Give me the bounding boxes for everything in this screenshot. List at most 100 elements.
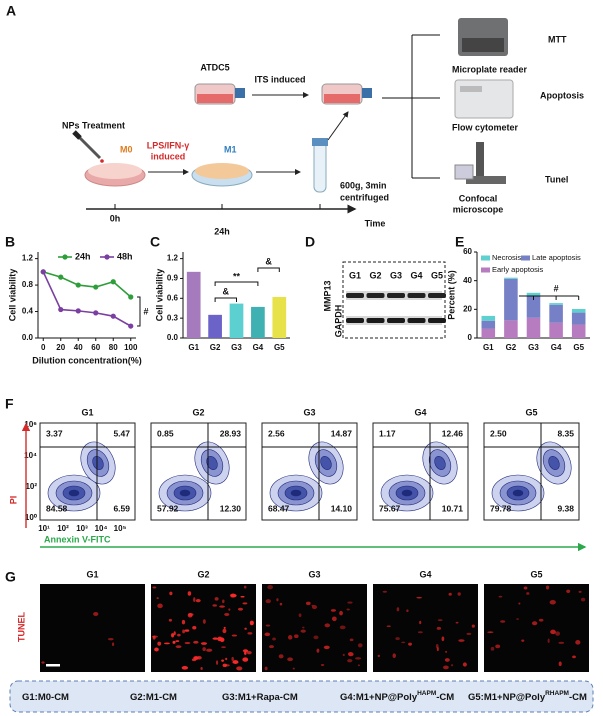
legend-swatch <box>481 255 490 261</box>
cell-stain <box>237 607 244 611</box>
cell-stain <box>558 641 565 644</box>
cell-stain <box>107 637 114 641</box>
group-label: G2 <box>192 407 204 417</box>
cell-stain <box>181 619 186 625</box>
cell-stain <box>265 599 271 604</box>
legend-text: G5:M1+NP@Poly <box>468 692 546 703</box>
microscope <box>476 142 484 182</box>
instrument-label: Confocal <box>459 193 498 203</box>
cell-stain <box>395 637 400 641</box>
x-tick-label: 20 <box>56 343 65 352</box>
lane-label: G2 <box>369 270 381 280</box>
cell-stain <box>437 619 443 622</box>
cell-stain <box>339 625 346 630</box>
y-axis-label: Percent (%) <box>446 270 456 320</box>
x-tick-label: G3 <box>528 343 539 352</box>
cell-stain <box>349 638 354 642</box>
cell-stain <box>240 595 245 598</box>
cell-stain <box>419 620 422 625</box>
x-tick-label: 10⁵ <box>114 524 127 533</box>
contour <box>92 456 104 470</box>
point <box>58 306 64 313</box>
micrograph <box>262 584 367 672</box>
dropper-bulb <box>72 130 82 140</box>
legend-swatch <box>521 255 530 261</box>
legend-entry: G2:M1-CM <box>130 692 177 703</box>
y-tick-label: 10⁶ <box>24 420 37 429</box>
quadrant-value: 6.59 <box>113 503 130 513</box>
legend-text: -CM <box>436 692 454 703</box>
bar-segment <box>549 304 563 323</box>
cell-stain <box>222 628 227 634</box>
series-line <box>43 271 132 298</box>
x-tick-label: 10⁴ <box>95 524 108 533</box>
instrument-label: Microplate reader <box>452 64 528 74</box>
quadrant-value: 8.35 <box>557 428 574 438</box>
flow-cytometer <box>454 79 514 119</box>
cell-stain <box>193 656 199 660</box>
cell-stain <box>408 642 412 646</box>
lane-label: G4 <box>410 270 422 280</box>
cell-stain <box>212 637 219 640</box>
cell-stain <box>202 647 206 652</box>
cell-stain <box>222 663 227 668</box>
instrument-part <box>460 86 482 92</box>
cell-stain <box>435 643 439 649</box>
legend-marker <box>62 254 68 260</box>
cell-stain <box>171 633 175 638</box>
legend-label: 24h <box>75 251 91 261</box>
x-tick-label: G5 <box>274 343 285 352</box>
cell-stain <box>518 602 521 605</box>
cell-stain <box>41 661 45 664</box>
cell-stain <box>200 667 203 670</box>
cell-stain <box>184 629 190 632</box>
cell-stain <box>331 616 337 622</box>
cell-stain <box>187 591 192 596</box>
cell-stain <box>177 633 181 637</box>
cell-stain <box>550 629 556 635</box>
time-label: Time <box>365 218 386 228</box>
bar-segment <box>504 277 518 279</box>
cell-stain <box>396 607 400 612</box>
cell-stain <box>193 597 196 602</box>
panel-label: A <box>6 3 16 19</box>
flask-cap <box>362 88 372 98</box>
y-tick-label: 0.9 <box>167 274 179 283</box>
cell-stain <box>222 599 225 604</box>
legend-text: G4:M1+NP@Poly <box>340 692 418 703</box>
cell-stain <box>575 640 581 645</box>
point <box>75 308 81 314</box>
cell-stain <box>216 660 219 665</box>
y-tick-label: 60 <box>463 247 472 256</box>
bar-segment <box>526 296 541 318</box>
flask-medium <box>197 94 233 103</box>
cell-stain <box>175 645 182 649</box>
cell-stain <box>111 642 115 647</box>
point <box>93 310 99 316</box>
cell-stain <box>386 625 391 628</box>
blot-band <box>366 318 385 323</box>
cell-stain <box>417 631 423 634</box>
cell-stain <box>242 657 249 662</box>
cell-stain <box>498 595 503 598</box>
cell-stain <box>221 659 224 662</box>
cell-stain <box>401 641 406 644</box>
x-tick-label: G2 <box>506 343 517 352</box>
cell-stain <box>357 664 361 667</box>
x-tick-label: 80 <box>109 343 118 352</box>
step-label: NPs Treatment <box>62 120 125 130</box>
panel-label: F <box>5 396 14 412</box>
assay-label: Apoptosis <box>540 90 584 100</box>
point <box>128 294 134 300</box>
group-label: G4 <box>419 569 431 579</box>
bar <box>272 296 287 338</box>
cell-stain <box>445 650 448 653</box>
cell-stain <box>311 605 318 610</box>
cell-stain <box>526 592 530 595</box>
x-tick-label: 60 <box>91 343 100 352</box>
cell-stain <box>406 609 409 613</box>
legend-label: Necrosis <box>492 253 521 262</box>
contour <box>68 489 80 497</box>
cell-stain <box>287 657 293 662</box>
cell-stain <box>154 647 159 652</box>
